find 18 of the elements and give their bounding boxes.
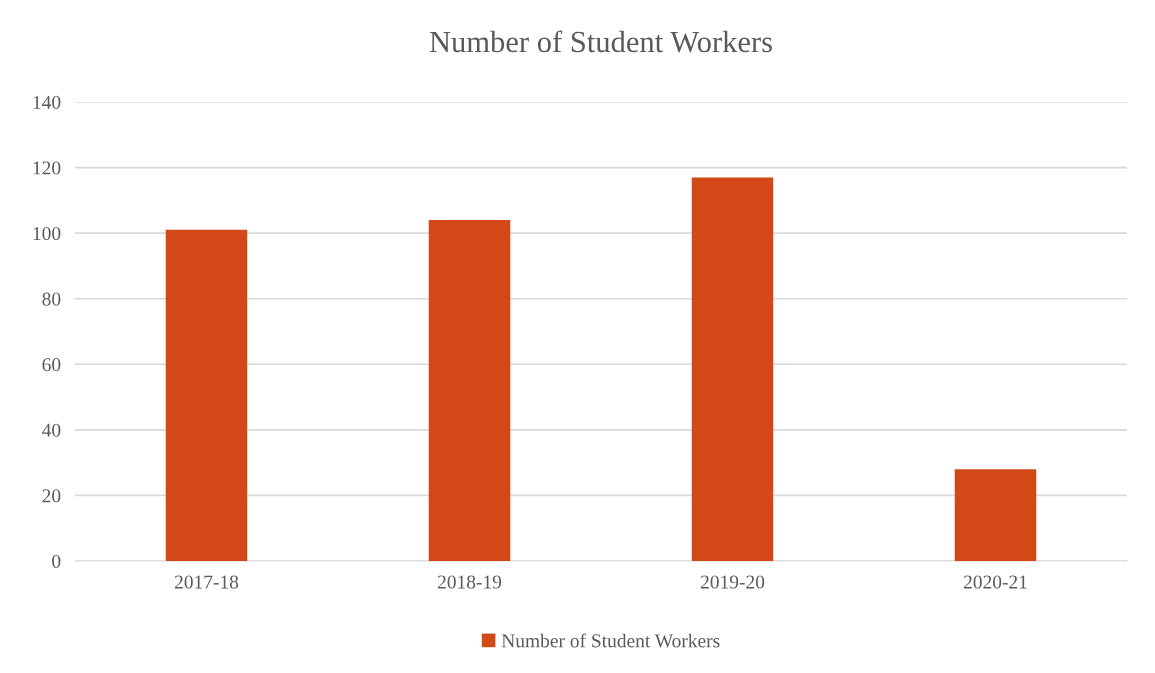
y-tick-label: 20	[42, 489, 61, 503]
y-tick-label: 100	[33, 226, 61, 241]
x-tick-label: 2017-18	[174, 575, 239, 589]
y-tick-label: 80	[42, 292, 61, 306]
y-tick-label: 60	[42, 358, 61, 372]
legend-label: Number of Student Workers	[501, 633, 720, 648]
x-tick-label: 2018-19	[437, 575, 502, 589]
y-tick-label: 140	[33, 95, 61, 109]
bar	[165, 229, 248, 561]
chart-title: Number of Student Workers	[429, 30, 772, 53]
y-tick-label: 0	[52, 554, 61, 568]
bar	[428, 220, 511, 561]
bar	[691, 177, 774, 561]
y-tick-label: 40	[42, 423, 61, 437]
x-tick-label: 2019-20	[700, 575, 765, 589]
x-tick-label: 2020-21	[963, 575, 1027, 589]
bar	[954, 469, 1037, 561]
y-tick-label: 120	[33, 161, 61, 175]
